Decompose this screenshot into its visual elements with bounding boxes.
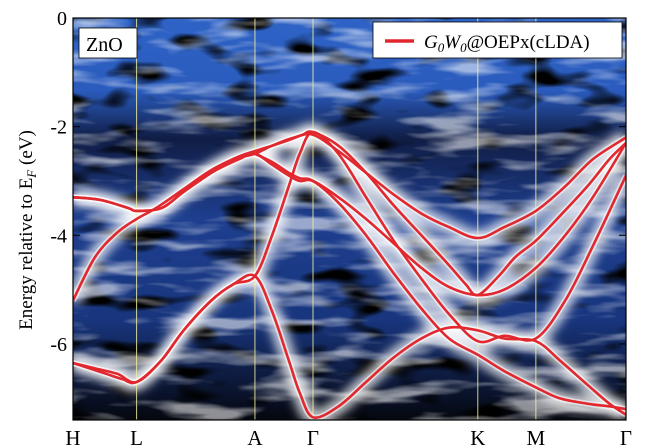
legend: G0W0@OEPx(cLDA) [372,21,623,59]
y-axis-label: Energy relative to EF (eV) [16,130,39,330]
plot-area [73,18,626,420]
x-tick-label: K [470,426,485,448]
legend-label: G0W0@OEPx(cLDA) [424,32,590,55]
y-tick-label: 0 [57,8,67,30]
y-tick-label: -4 [50,225,67,247]
y-tick-label: -6 [50,334,67,356]
plot-frame [72,17,627,421]
x-tick-label: Γ [620,426,632,448]
y-axis: 0 -2 -4 -6 [50,8,626,356]
panel-label-box: ZnO [78,27,138,59]
x-tick-label: L [130,426,143,448]
panel-label: ZnO [86,34,123,56]
x-tick-label: A [247,426,263,448]
calculated-bands [73,128,626,420]
band-line-4 [73,273,626,419]
band-line-2 [73,142,626,297]
band-line-0 [73,130,626,302]
band-line-5 [254,152,626,411]
y-tick-label: -2 [50,117,67,139]
x-tick-label: H [65,426,80,448]
x-tick-label: Γ [307,426,319,448]
x-tick-label: M [527,426,546,448]
